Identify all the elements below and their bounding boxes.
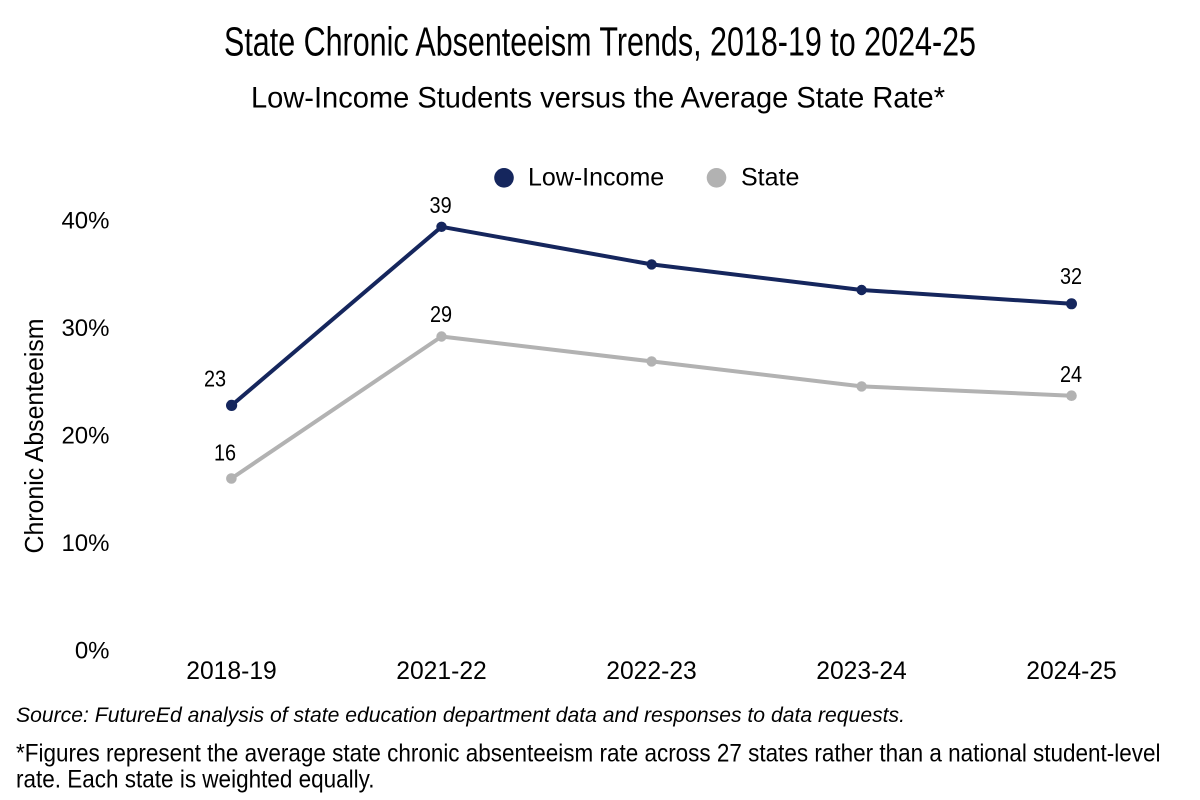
- svg-text:2021-22: 2021-22: [396, 657, 487, 685]
- svg-text:*Figures represent the average: *Figures represent the average state chr…: [16, 739, 1161, 767]
- svg-text:2023-24: 2023-24: [816, 657, 907, 685]
- svg-text:32: 32: [1060, 263, 1082, 289]
- svg-text:16: 16: [214, 440, 236, 466]
- svg-text:0%: 0%: [75, 637, 110, 664]
- svg-text:Chronic Absenteeism: Chronic Absenteeism: [19, 319, 49, 554]
- svg-text:2024-25: 2024-25: [1026, 657, 1117, 685]
- svg-text:39: 39: [430, 192, 452, 218]
- svg-text:2018-19: 2018-19: [186, 657, 277, 685]
- svg-text:24: 24: [1060, 361, 1082, 387]
- svg-text:2022-23: 2022-23: [606, 657, 697, 685]
- svg-text:Low-Income Students versus the: Low-Income Students versus the Average S…: [251, 81, 945, 114]
- svg-text:Source: FutureEd analysis of s: Source: FutureEd analysis of state educa…: [16, 704, 905, 727]
- svg-text:20%: 20%: [61, 423, 109, 450]
- svg-text:40%: 40%: [61, 208, 109, 235]
- svg-text:Low-Income: Low-Income: [528, 164, 664, 192]
- svg-text:State: State: [741, 164, 799, 192]
- svg-text:10%: 10%: [61, 530, 109, 557]
- svg-text:30%: 30%: [61, 315, 109, 342]
- svg-text:rate. Each state is weighted e: rate. Each state is weighted equally.: [16, 765, 375, 793]
- svg-text:29: 29: [430, 301, 452, 327]
- svg-text:State Chronic Absenteeism Tren: State Chronic Absenteeism Trends, 2018-1…: [224, 18, 976, 64]
- svg-text:23: 23: [204, 366, 226, 392]
